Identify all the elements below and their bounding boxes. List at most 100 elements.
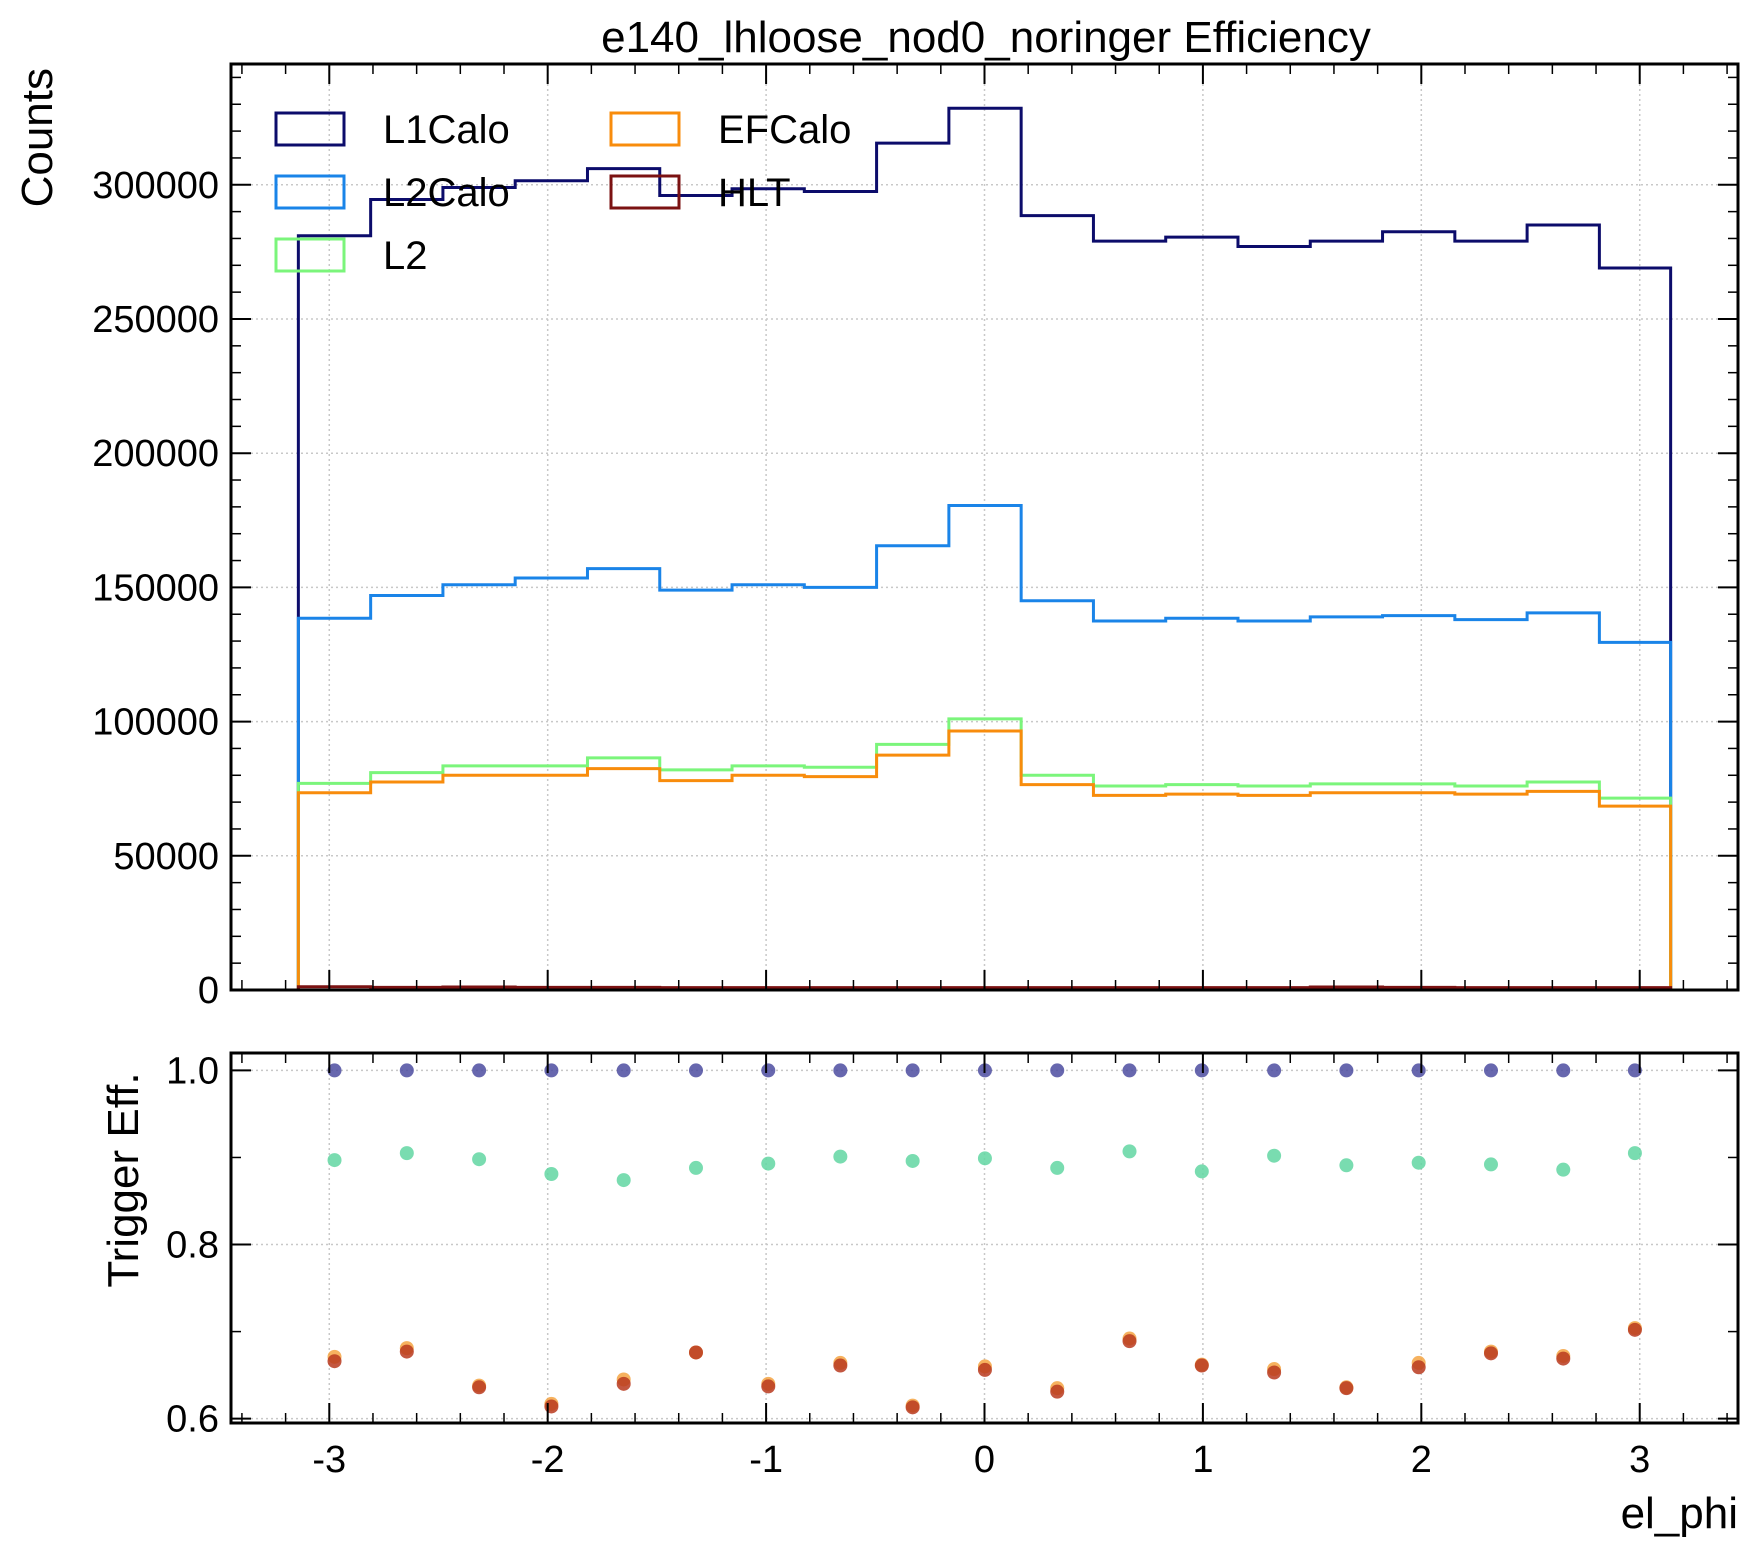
x-tick-label: 2 [1411,1439,1432,1481]
efficiency-point-series-3 [1556,1351,1571,1366]
efficiency-point-series-0 [1339,1063,1354,1078]
efficiency-point-series-3 [1122,1334,1137,1349]
efficiency-point-series-1 [1267,1148,1282,1163]
histogram-frame [229,62,1740,992]
efficiency-point-series-3 [1411,1360,1426,1375]
histogram-panel: 0 50000 100000 150000 200000 250000 300000 Cou… [13,62,1740,1012]
histogram-grid [231,64,1738,991]
efficiency-point-series-1 [1483,1157,1498,1172]
efficiency-point-series-3 [472,1380,487,1395]
efficiency-point-series-3 [1267,1365,1282,1380]
efficiency-point-series-1 [399,1146,414,1161]
efficiency-point-series-1 [905,1153,920,1168]
efficiency-point-series-0 [544,1063,559,1078]
legend: L1Calo EFCalo L2Calo HLT L2 [274,108,851,278]
efficiency-point-series-3 [977,1362,992,1377]
histogram-y-tick-label: 150000 [92,567,219,609]
efficiency-ticks [231,1053,1738,1423]
histogram-series-l2calo [296,504,1673,990]
efficiency-point-series-0 [399,1063,414,1078]
efficiency-point-series-0 [1483,1063,1498,1078]
x-tick-label: -1 [749,1439,783,1481]
efficiency-point-series-3 [1194,1358,1209,1373]
histogram-y-axis-label: Counts [13,68,62,207]
legend-label-l2calo: L2Calo [383,171,510,215]
legend-label-l2: L2 [383,234,428,278]
histogram-y-tick-label: 50000 [113,836,219,878]
efficiency-point-series-1 [544,1167,559,1182]
efficiency-tick-labels: -3 -2 -1 0 1 2 3 0.6 0.8 1.0 [166,1050,1650,1481]
histogram-series-l2 [296,717,1673,990]
histogram-series [296,106,1673,990]
histogram-y-tick-label: 0 [198,970,219,1012]
efficiency-point-series-0 [761,1063,776,1078]
efficiency-y-tick-label: 0.6 [166,1399,219,1441]
efficiency-point-series-0 [472,1063,487,1078]
x-axis-label: el_phi [1621,1489,1738,1538]
efficiency-point-series-3 [1627,1322,1642,1337]
efficiency-point-series-3 [399,1344,414,1359]
x-tick-label: 1 [1192,1439,1213,1481]
histogram-series-hlt [296,985,1673,990]
efficiency-point-series-0 [833,1063,848,1078]
efficiency-point-series-1 [977,1151,992,1166]
x-tick-label: -2 [531,1439,565,1481]
efficiency-point-series-3 [833,1358,848,1373]
legend-label-efcalo: EFCalo [718,108,851,152]
histogram-series-l1calo [296,106,1673,990]
efficiency-point-series-1 [1627,1146,1642,1161]
histogram-y-tick-labels: 0 50000 100000 150000 200000 250000 300000 [92,165,219,1012]
efficiency-point-series-1 [472,1152,487,1167]
histogram-y-tick-label: 300000 [92,165,219,207]
histogram-series-efcalo [296,729,1673,990]
efficiency-point-series-0 [688,1063,703,1078]
legend-swatch-l2calo [274,174,346,210]
efficiency-panel: -3 -2 -1 0 1 2 3 0.6 0.8 1.0 Trigger Eff. el_phi [99,1050,1740,1538]
histogram-y-tick-label: 100000 [92,702,219,744]
x-tick-label: 0 [974,1439,995,1481]
efficiency-y-axis-label: Trigger Eff. [99,1072,148,1287]
efficiency-point-series-0 [327,1063,342,1078]
legend-swatch-hlt [609,174,681,210]
efficiency-point-series-3 [1483,1346,1498,1361]
legend-label-hlt: HLT [718,171,791,215]
efficiency-point-series-1 [1411,1155,1426,1170]
efficiency-point-series-0 [1627,1063,1642,1078]
efficiency-point-series-3 [761,1379,776,1394]
efficiency-point-series-1 [1194,1164,1209,1179]
efficiency-point-series-1 [688,1160,703,1175]
efficiency-point-series-3 [688,1345,703,1360]
efficiency-point-series-0 [1267,1063,1282,1078]
efficiency-point-series-3 [616,1376,631,1391]
efficiency-point-series-1 [616,1173,631,1188]
efficiency-point-series-1 [1339,1158,1354,1173]
efficiency-point-series-0 [1122,1063,1137,1078]
efficiency-point-series-1 [327,1153,342,1168]
x-tick-label: -3 [312,1439,346,1481]
efficiency-point-series-0 [616,1063,631,1078]
efficiency-point-series-3 [327,1354,342,1369]
legend-swatch-l1calo [274,111,346,147]
efficiency-point-series-3 [1050,1384,1065,1399]
efficiency-y-tick-label: 0.8 [166,1225,219,1267]
efficiency-point-series-1 [1050,1160,1065,1175]
efficiency-point-series-0 [905,1063,920,1078]
legend-label-l1calo: L1Calo [383,108,510,152]
legend-swatch-efcalo [609,111,681,147]
efficiency-point-series-0 [1411,1063,1426,1078]
efficiency-point-series-1 [1556,1162,1571,1177]
efficiency-point-series-1 [1122,1144,1137,1159]
efficiency-point-series-1 [833,1149,848,1164]
histogram-y-tick-label: 250000 [92,299,219,341]
efficiency-y-tick-label: 1.0 [166,1050,219,1092]
efficiency-point-series-0 [1556,1063,1571,1078]
efficiency-point-series-3 [544,1399,559,1414]
efficiency-point-series-0 [1194,1063,1209,1078]
efficiency-point-series-0 [1050,1063,1065,1078]
efficiency-frame [229,1051,1740,1425]
chart-title: e140_lhloose_nod0_noringer Efficiency [601,13,1371,62]
efficiency-point-series-3 [1339,1381,1354,1396]
legend-swatch-l2 [274,237,346,273]
efficiency-point-series-3 [905,1400,920,1415]
